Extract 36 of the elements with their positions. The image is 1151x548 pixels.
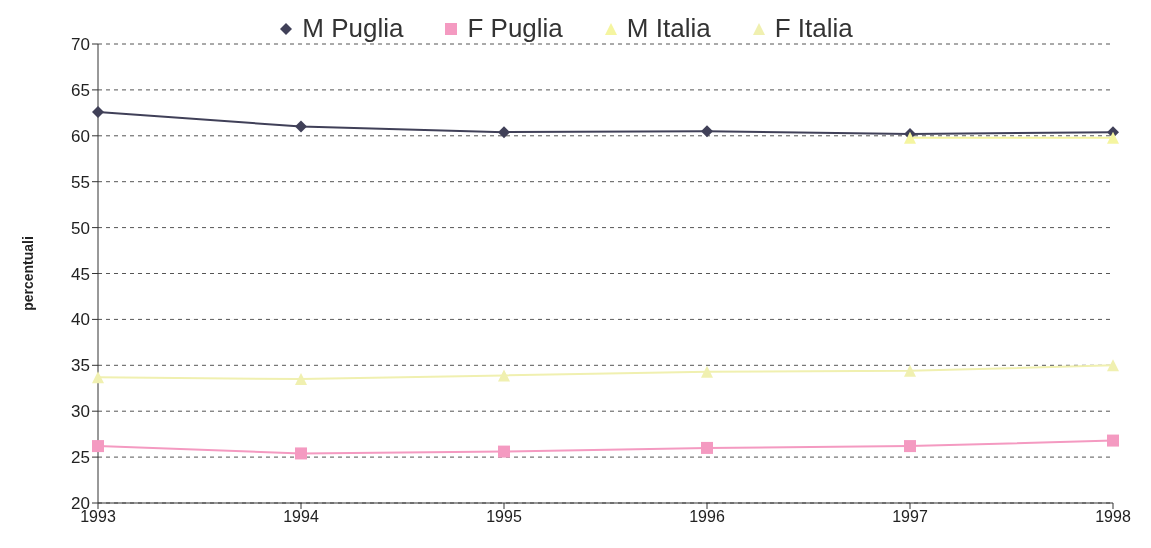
point xyxy=(295,120,307,133)
point xyxy=(92,440,104,453)
y-tick-label: 30 xyxy=(71,402,90,422)
y-axis-title: percentuali xyxy=(19,236,36,311)
point xyxy=(498,445,510,458)
point xyxy=(92,105,104,118)
legend-label: F Puglia xyxy=(467,13,563,44)
legend-label: M Puglia xyxy=(302,13,404,44)
y-tick-label: 45 xyxy=(71,264,90,284)
y-tick-label: 70 xyxy=(71,35,90,55)
y-tick-label: 55 xyxy=(71,172,90,192)
point xyxy=(295,373,307,386)
point xyxy=(498,126,510,139)
x-tick-label: 1997 xyxy=(892,508,928,526)
point xyxy=(701,365,713,378)
y-tick-label: 60 xyxy=(71,126,90,146)
x-tick-label: 1998 xyxy=(1095,508,1131,526)
point xyxy=(904,364,916,377)
x-tick-label: 1994 xyxy=(283,508,319,526)
point xyxy=(1107,434,1119,447)
legend-label: F Italia xyxy=(774,13,853,44)
x-tick-label: 1996 xyxy=(689,508,725,526)
y-tick-label: 65 xyxy=(71,80,90,100)
point xyxy=(701,125,713,138)
y-tick-label: 25 xyxy=(71,448,90,468)
y-tick-label: 35 xyxy=(71,356,90,376)
y-tick-label: 50 xyxy=(71,218,90,238)
point xyxy=(295,447,307,460)
legend-label: M Italia xyxy=(626,13,711,44)
y-tick-label: 40 xyxy=(71,310,90,330)
point xyxy=(904,440,916,453)
point xyxy=(701,441,713,454)
point xyxy=(498,369,510,382)
x-tick-label: 1995 xyxy=(486,508,522,526)
point xyxy=(1107,359,1119,372)
point xyxy=(92,371,104,384)
